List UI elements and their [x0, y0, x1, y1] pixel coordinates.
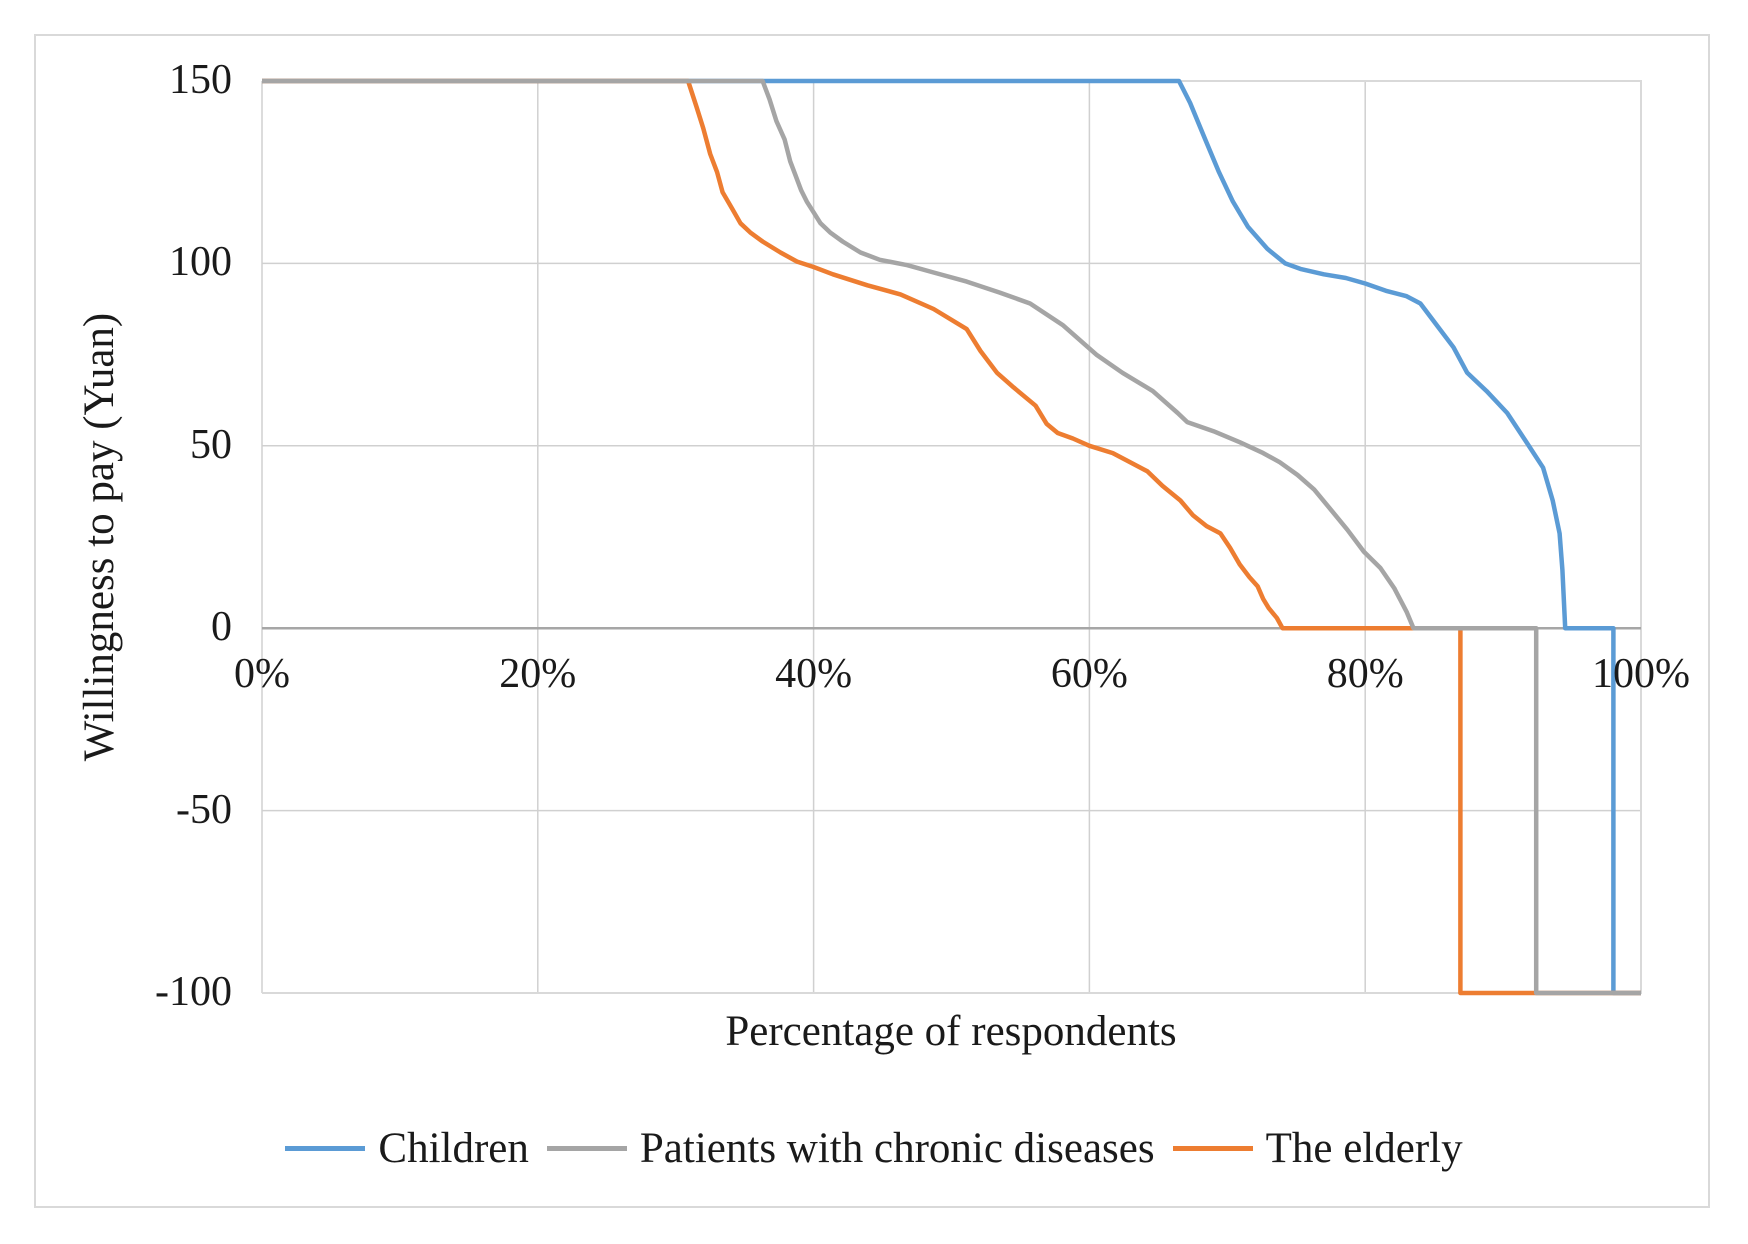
x-tick-label: 100%	[1592, 651, 1690, 697]
y-tick-label: 150	[169, 57, 232, 103]
legend-swatch-icon	[1172, 1145, 1253, 1151]
legend: Children Patients with chronic diseases Th…	[0, 1120, 1748, 1176]
x-tick-label: 60%	[1050, 651, 1128, 697]
legend-item-children: Children	[285, 1124, 529, 1173]
x-tick-label: 20%	[499, 651, 577, 697]
y-tick-label: 0	[211, 604, 232, 651]
plot-border	[262, 80, 1642, 994]
series-line-children	[262, 78, 1641, 996]
y-axis-title: Willingness to pay (Yuan)	[76, 312, 123, 762]
y-tick-label: 50	[190, 421, 232, 468]
y-tick-label: -50	[176, 786, 232, 833]
y-tick-label: 100	[169, 239, 232, 286]
x-tick-label: 40%	[775, 651, 853, 697]
legend-label: Children	[378, 1124, 529, 1172]
legend-label: Patients with chronic diseases	[639, 1124, 1155, 1172]
legend-item-patients-with-chronic-diseases: Patients with chronic diseases	[546, 1124, 1155, 1173]
series-line-patients-with-chronic-diseases	[262, 78, 1641, 996]
legend-label: The elderly	[1265, 1124, 1463, 1172]
x-tick-label: 80%	[1326, 651, 1404, 697]
legend-item-the-elderly: The elderly	[1172, 1124, 1463, 1173]
legend-swatch-icon	[546, 1145, 627, 1151]
series-line-the-elderly	[262, 78, 1641, 996]
x-tick-label: 0%	[234, 651, 290, 697]
x-axis-title: Percentage of respondents	[725, 1008, 1177, 1055]
legend-swatch-icon	[285, 1145, 366, 1151]
y-tick-label: -100	[155, 969, 232, 1015]
